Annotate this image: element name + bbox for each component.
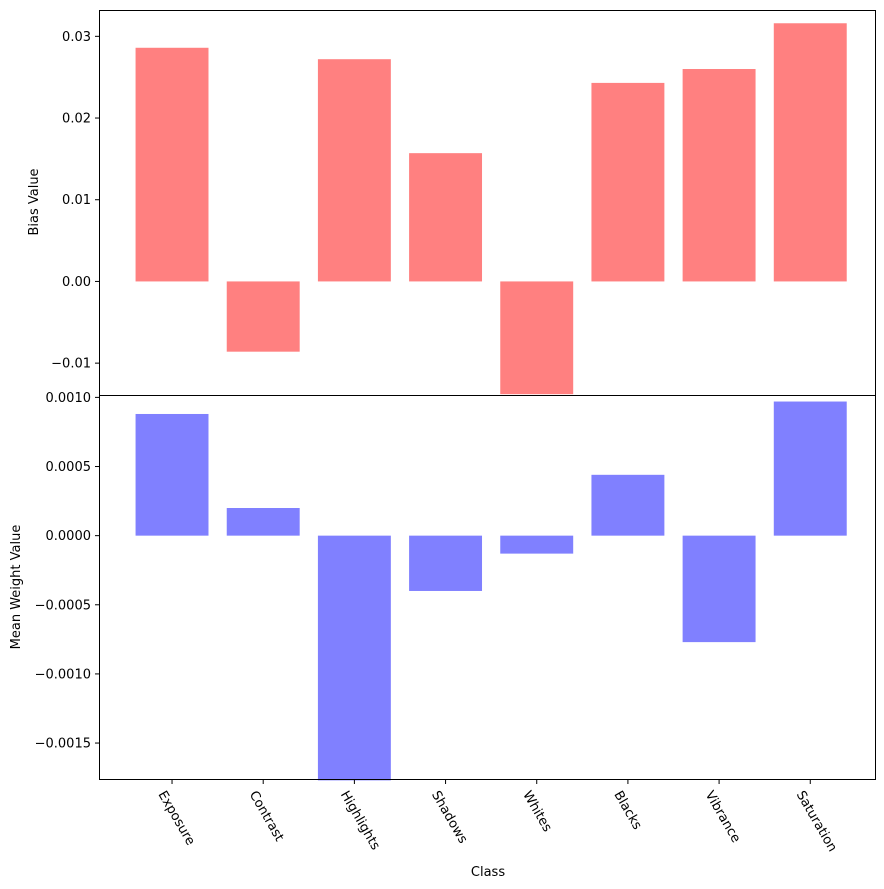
bias-ytick-label: 0.00 [62,275,91,290]
xtick-label-exposure: Exposure [155,789,198,849]
bias-bar-vibrance [682,69,756,282]
xtick-label-vibrance: Vibrance [702,789,744,846]
mean-weight-ytick-label: −0.0005 [35,598,91,613]
bias-bar-shadows [409,153,483,282]
xtick-label-blacks: Blacks [610,789,644,833]
bias-ytick-label: 0.02 [62,112,91,127]
bias-y-axis: −0.01 0.00 0.01 0.02 0.03 [51,30,100,372]
mean-weight-ytick-label: 0.0010 [46,391,92,406]
bias-ytick-label: 0.01 [62,193,91,208]
mean-weight-panel: −0.0015−0.0010−0.00050.00000.00050.0010 … [9,391,876,781]
bias-bar-exposure [135,47,209,282]
xtick-label-whites: Whites [519,789,554,835]
xtick-label-shadows: Shadows [428,789,470,847]
bias-ytick-label: 0.03 [62,30,91,45]
mean-weight-bar-contrast [226,508,300,536]
mean-weight-bars [135,401,847,781]
mean-weight-ytick-label: −0.0015 [35,737,91,752]
mean-weight-bar-saturation [773,401,847,536]
mean-weight-bar-vibrance [682,535,756,643]
mean-weight-ylabel: Mean Weight Value [9,525,24,650]
mean-weight-plot-frame [99,395,876,780]
bias-plot-frame [99,10,876,396]
xtick-label-highlights: Highlights [337,789,383,853]
x-axis-label: Class [471,865,505,880]
mean-weight-ytick-label: 0.0005 [46,460,92,475]
bias-bar-whites [500,281,574,395]
bias-panel: −0.01 0.00 0.01 0.02 0.03 Bias Value [27,10,876,396]
mean-weight-ytick-label: 0.0000 [46,529,92,544]
class-x-axis: Exposure Contrast Highlights Shadows Whites B… [155,779,840,855]
xtick-label-saturation: Saturation [793,789,840,855]
mean-weight-bar-whites [500,535,574,554]
bias-bar-contrast [226,281,300,352]
mean-weight-bar-exposure [135,413,209,536]
bias-ytick-label: −0.01 [51,357,91,372]
mean-weight-bar-shadows [409,535,483,591]
bias-ylabel: Bias Value [27,168,42,235]
mean-weight-y-axis: −0.0015 −0.0010 −0.0005 0.0000 0.0005 0.0010 [35,391,100,752]
bias-bar-saturation [773,23,847,282]
mean-weight-bar-blacks [591,474,665,536]
bias-bar-blacks [591,82,665,282]
bias-bar-highlights [317,59,391,282]
mean-weight-ytick-label: −0.0010 [35,667,91,682]
xtick-label-contrast: Contrast [246,789,287,845]
bias-bars [135,23,847,395]
mean-weight-bar-highlights [317,535,391,781]
